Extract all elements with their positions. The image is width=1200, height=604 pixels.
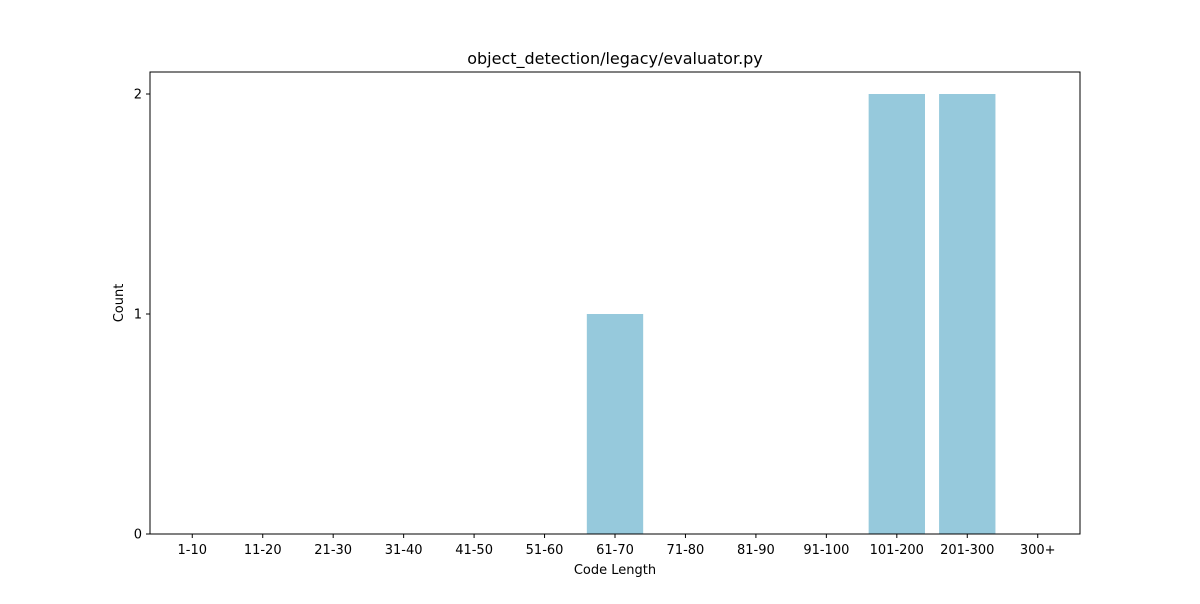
x-tick-label: 201-300 [940, 543, 994, 558]
x-axis-label: Code Length [574, 563, 656, 578]
bars-layer [586, 94, 996, 534]
x-tick-label: 41-50 [455, 543, 493, 558]
plot-frame [149, 71, 1081, 535]
x-tick-label: 31-40 [385, 543, 423, 558]
y-tick-label: 0 [134, 528, 142, 543]
chart-title: object_detection/legacy/evaluator.py [467, 49, 763, 69]
bar-61-70 [586, 314, 644, 534]
x-tick-label: 91-100 [803, 543, 849, 558]
x-tick-label: 81-90 [737, 543, 775, 558]
y-axis: 0 1 2 [134, 88, 150, 543]
y-axis-label: Count [112, 284, 127, 323]
bar-201-300 [939, 94, 996, 534]
x-tick-label: 61-70 [596, 543, 634, 558]
bar-101-200 [868, 94, 925, 534]
x-tick-label: 1-10 [178, 543, 208, 558]
x-tick-label: 51-60 [526, 543, 564, 558]
x-tick-label: 71-80 [667, 543, 705, 558]
x-tick-label: 101-200 [870, 543, 924, 558]
y-tick-label: 2 [134, 88, 142, 103]
y-tick-label: 1 [134, 308, 142, 323]
x-tick-label: 21-30 [314, 543, 352, 558]
x-tick-label: 300+ [1020, 543, 1056, 558]
x-axis: 1-10 11-20 21-30 31-40 41-50 51-60 61-70 71-80 8… [178, 534, 1056, 558]
x-tick-label: 11-20 [244, 543, 282, 558]
